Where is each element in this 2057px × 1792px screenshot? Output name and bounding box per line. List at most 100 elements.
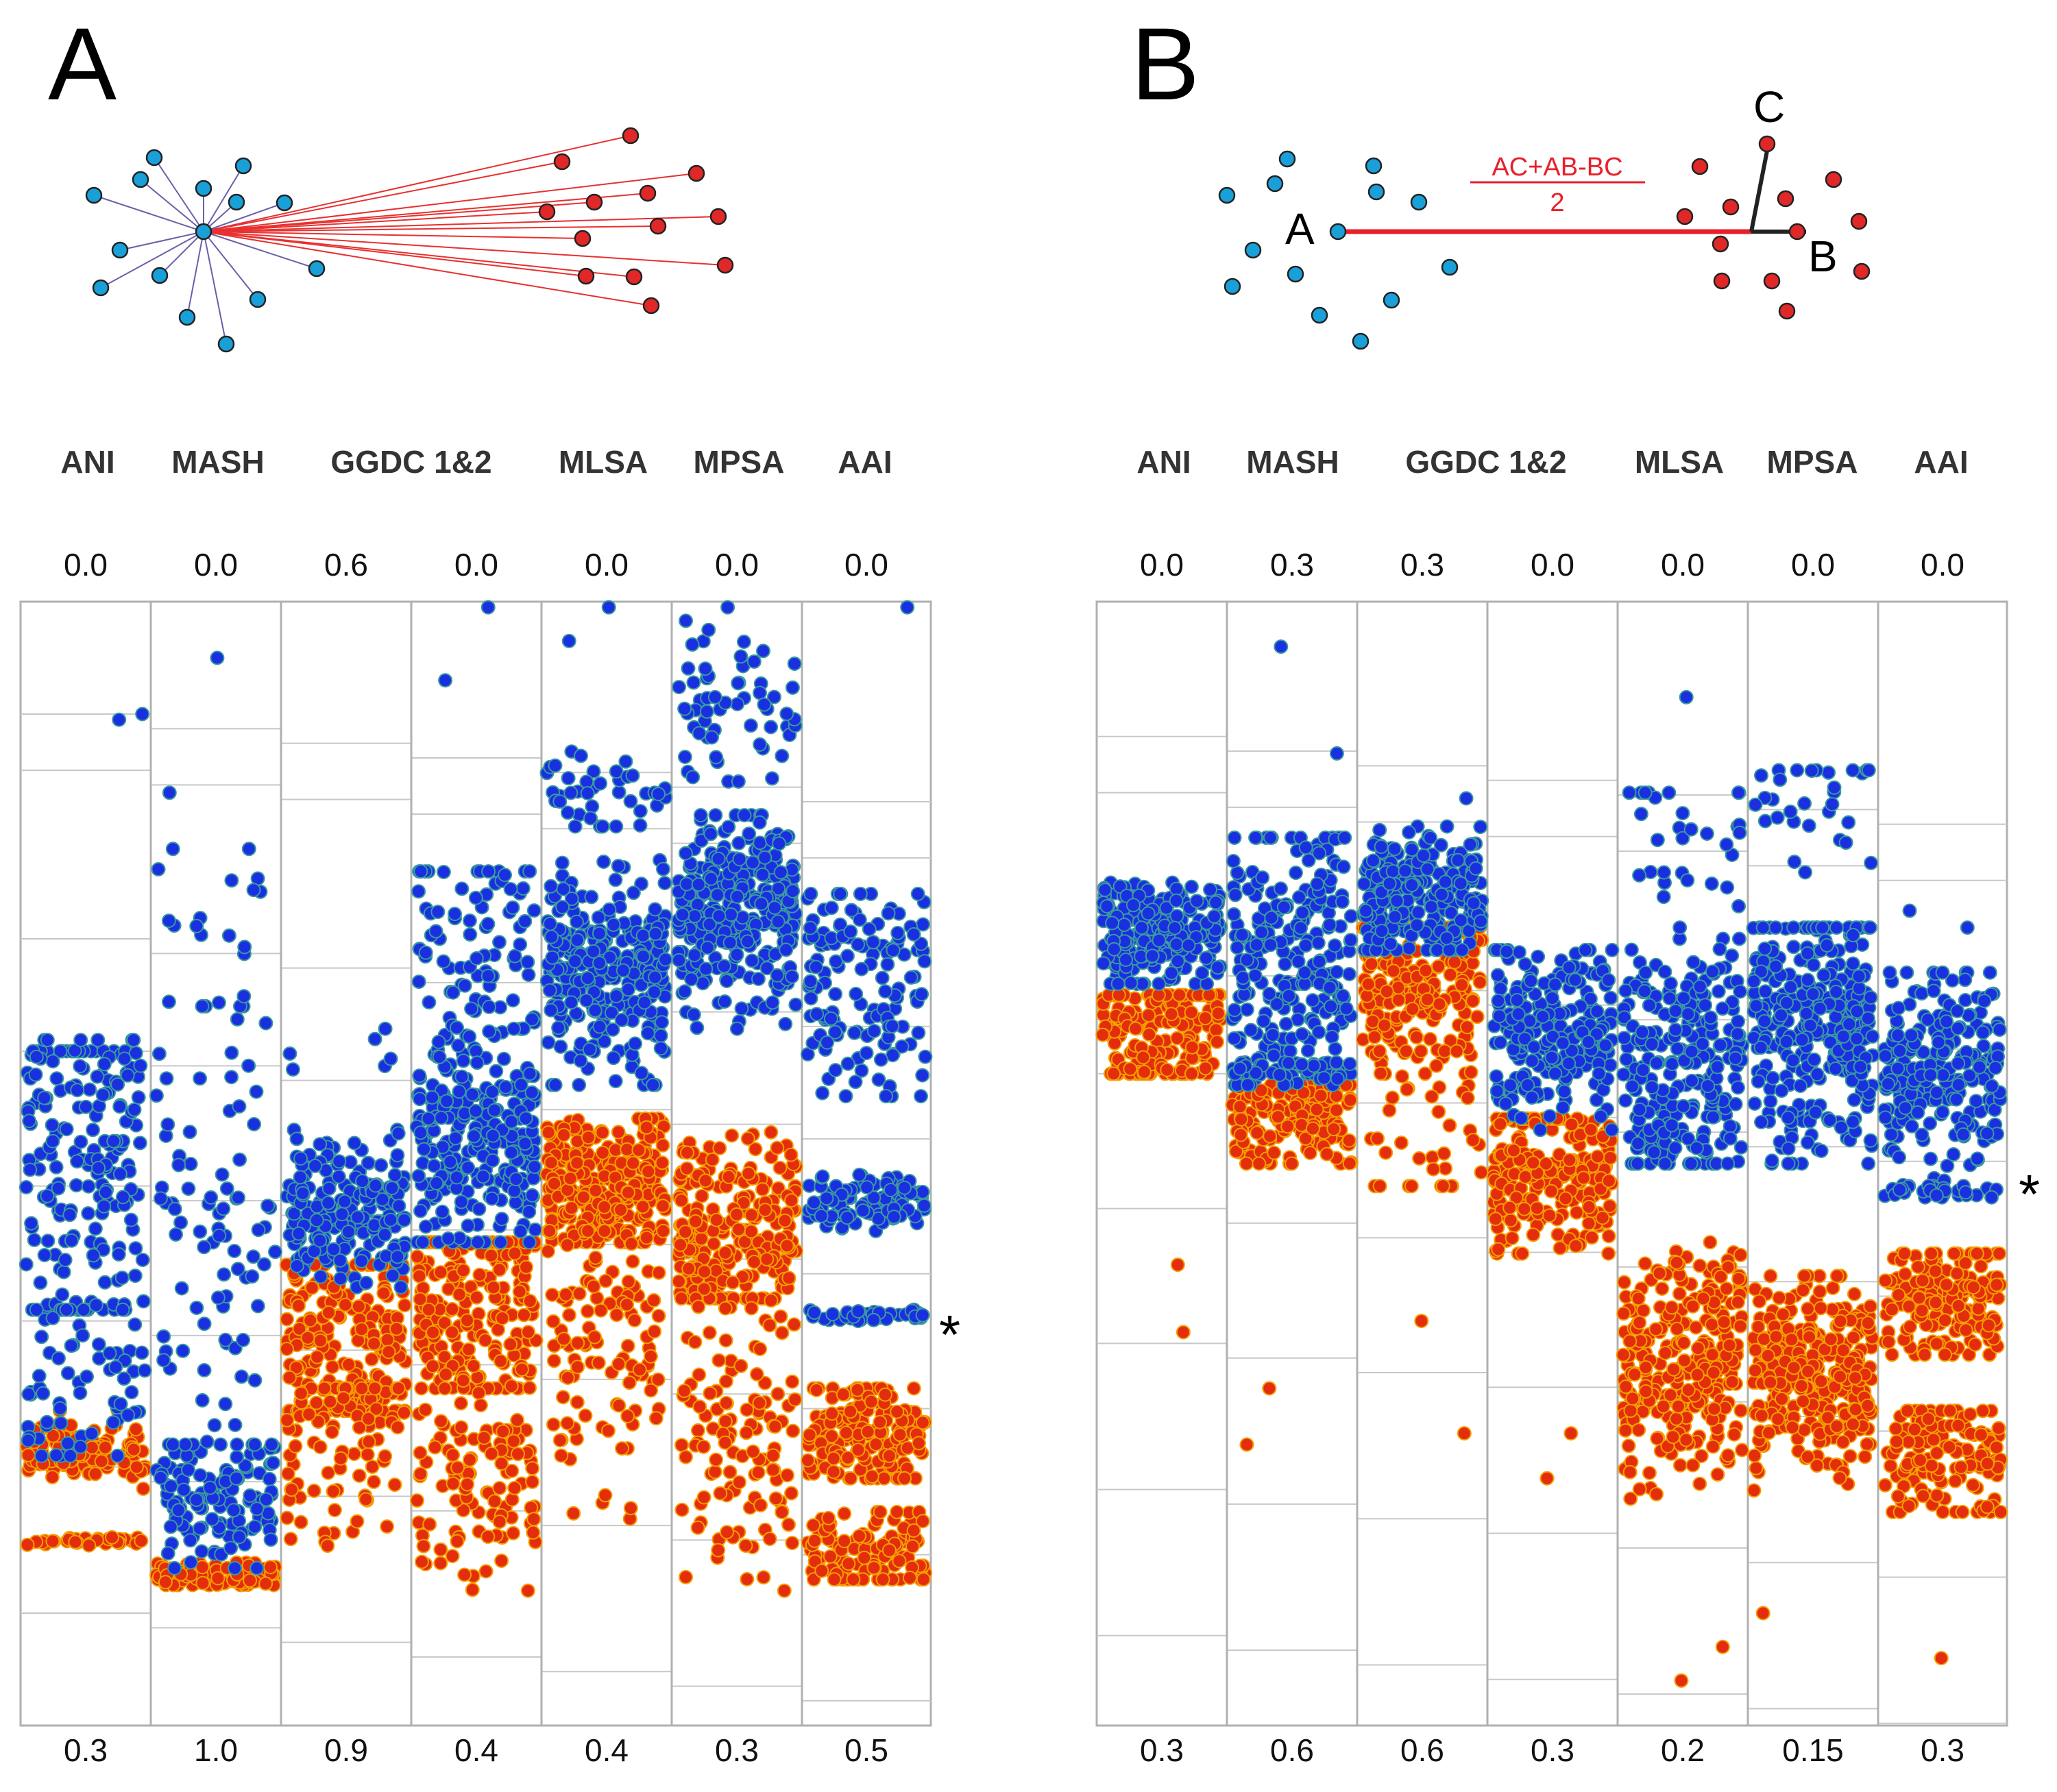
within-distance-point — [548, 1077, 563, 1092]
within-distance-point — [174, 1281, 189, 1296]
within-distance-point — [165, 842, 180, 857]
method-label: ANI — [1136, 444, 1191, 480]
within-distance-point — [78, 1099, 93, 1114]
between-distance-point — [562, 1308, 576, 1323]
within-distance-point — [114, 1271, 130, 1286]
between-distance-point — [559, 1287, 573, 1302]
within-distance-point — [609, 989, 624, 1004]
between-edge-line — [203, 211, 548, 232]
within-distance-point — [788, 997, 803, 1012]
within-distance-point — [429, 1176, 444, 1190]
within-distance-point — [385, 1268, 400, 1283]
between-distance-point — [749, 1366, 764, 1382]
between-distance-point — [718, 1333, 733, 1348]
within-distance-point — [803, 991, 818, 1006]
within-distance-point — [383, 1212, 398, 1227]
between-distance-point — [773, 1309, 788, 1324]
within-distance-point — [216, 1201, 231, 1216]
within-distance-point — [164, 1479, 178, 1494]
within-distance-point — [375, 1192, 390, 1207]
within-distance-point — [1263, 937, 1278, 953]
within-distance-point — [1227, 830, 1242, 845]
between-edge-line — [203, 135, 631, 232]
between-distance-point — [466, 1358, 481, 1373]
within-distance-point — [173, 1215, 188, 1230]
within-distance-point — [470, 1235, 485, 1250]
within-distance-point — [84, 1426, 99, 1441]
within-distance-point — [625, 768, 640, 783]
within-distance-point — [716, 959, 731, 974]
within-distance-point — [1097, 883, 1112, 898]
between-distance-point — [882, 1449, 897, 1463]
genome-node — [151, 267, 169, 284]
within-distance-point — [885, 1019, 900, 1033]
within-distance-point — [914, 987, 929, 1002]
between-distance-point — [390, 1420, 405, 1435]
within-distance-point — [64, 1338, 79, 1353]
within-distance-point — [425, 1090, 440, 1105]
within-distance-point — [640, 1026, 655, 1041]
genome-node — [709, 208, 727, 225]
within-distance-point — [308, 1158, 323, 1173]
within-distance-point — [377, 1227, 392, 1242]
within-distance-point — [476, 1169, 491, 1184]
within-distance-point — [472, 1201, 487, 1216]
within-distance-point — [708, 808, 723, 823]
within-distance-point — [723, 907, 738, 922]
between-distance-point — [454, 1396, 468, 1411]
within-distance-point — [463, 927, 478, 942]
within-distance-point — [127, 1268, 143, 1284]
genome-node — [1311, 306, 1328, 324]
genome-node — [1825, 171, 1842, 188]
within-distance-point — [434, 1110, 449, 1125]
between-distance-point — [1184, 1040, 1200, 1055]
within-distance-point — [737, 808, 752, 823]
between-distance-point — [787, 1317, 802, 1332]
between-distance-point — [46, 1428, 60, 1443]
between-distance-point — [134, 1533, 149, 1548]
within-distance-point — [266, 1456, 280, 1471]
within-distance-point — [570, 933, 585, 948]
within-distance-point — [452, 1084, 467, 1099]
within-distance-point — [51, 1181, 66, 1196]
within-distance-point — [1152, 933, 1167, 948]
between-distance-point — [280, 1342, 294, 1356]
between-distance-point — [465, 1582, 480, 1597]
between-distance-point — [280, 1312, 295, 1327]
between-distance-point — [547, 1176, 562, 1191]
between-distance-point — [503, 1337, 518, 1352]
column-top-value: 0.0 — [454, 547, 498, 582]
scatter-plot-a: 0.00.30.01.00.60.90.00.40.00.40.00.30.00… — [19, 547, 933, 1768]
within-distance-point — [1207, 909, 1221, 924]
between-distance-point — [544, 1155, 559, 1170]
between-distance-point — [864, 1394, 879, 1409]
within-distance-point — [134, 1345, 149, 1360]
within-distance-point — [231, 1190, 246, 1205]
between-distance-point — [313, 1333, 328, 1348]
within-distance-point — [1184, 879, 1199, 894]
within-distance-point — [413, 1203, 428, 1218]
between-distance-point — [289, 1360, 304, 1375]
between-distance-point — [414, 1381, 429, 1396]
within-distance-point — [496, 1051, 511, 1066]
genome-node — [195, 180, 212, 197]
within-distance-point — [321, 1181, 337, 1196]
within-distance-point — [508, 1195, 523, 1210]
within-distance-point — [22, 1114, 37, 1129]
genome-node — [1850, 212, 1868, 230]
between-distance-point — [722, 1464, 738, 1480]
within-distance-point — [249, 1084, 264, 1099]
within-distance-point — [840, 948, 855, 963]
between-distance-point — [655, 1155, 670, 1170]
within-distance-point — [169, 1227, 183, 1242]
within-distance-point — [729, 947, 744, 962]
between-distance-point — [552, 1433, 568, 1448]
within-distance-point — [454, 1069, 470, 1084]
between-distance-point — [718, 1414, 733, 1429]
within-distance-point — [1164, 966, 1179, 981]
method-label: MASH — [1246, 444, 1339, 480]
within-distance-point — [580, 786, 595, 800]
within-distance-point — [113, 1397, 128, 1412]
within-distance-point — [127, 1317, 143, 1332]
within-distance-point — [189, 1493, 204, 1508]
